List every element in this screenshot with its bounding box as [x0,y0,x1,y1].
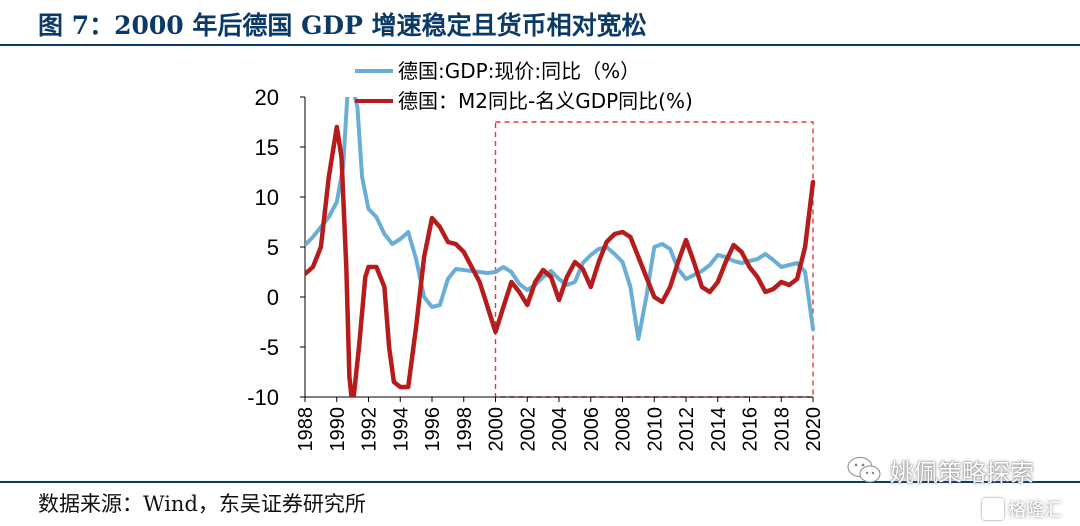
x-tick-label: 2008 [613,407,635,452]
watermark-text: 姚佩策略探索 [890,458,1034,487]
x-tick-label: 1992 [359,407,381,452]
x-tick-label: 2002 [517,407,539,452]
watermark-badge-text: 格隆汇 [1008,500,1062,521]
x-tick-label: 2016 [740,407,762,452]
chart: -10 -5 0 5 10 15 20 1988 1990 1992 1994 1996 1998 200… [247,59,825,452]
source-divider [0,481,1080,483]
watermark-badge: 格隆汇 [982,496,1062,522]
x-tick-label: 2012 [676,407,698,452]
source-note: 数据来源：Wind，东吴证券研究所 [38,492,366,516]
x-tick-label: 2006 [581,407,603,452]
title-divider [0,44,1080,46]
x-tick-label: 2018 [771,407,793,452]
y-tick-label: 10 [255,185,279,210]
y-tick-label: 20 [255,85,279,110]
y-tick-label: 15 [255,135,279,160]
legend-label-gdp: 德国:GDP:现价:同比（%） [398,59,640,83]
badge-icon [982,498,1004,520]
y-tick-label: -5 [259,335,279,360]
watermark: 姚佩策略探索 [846,445,1034,495]
x-tick-label: 1994 [390,407,412,452]
x-tick-label: 2020 [803,407,825,452]
x-tick-label: 1988 [295,407,317,452]
y-tick-label: -10 [247,385,279,410]
wechat-icon [847,457,881,483]
x-tick-label: 2000 [486,407,508,452]
x-tick-label: 2010 [644,407,666,452]
y-tick-label: 5 [267,235,279,260]
y-tick-label: 0 [267,285,279,310]
x-tick-label: 1996 [422,407,444,452]
x-tick-label: 1990 [327,407,349,452]
x-tick-label: 2004 [549,407,571,452]
legend-label-m2-gap: 德国：M2同比-名义GDP同比(%) [398,89,693,113]
x-tick-label: 2014 [708,407,730,452]
page-title: 图 7：2000 年后德国 GDP 增速稳定且货币相对宽松 [38,11,647,40]
series-line-m2-gap [305,124,816,397]
x-tick-label: 1998 [454,407,476,452]
